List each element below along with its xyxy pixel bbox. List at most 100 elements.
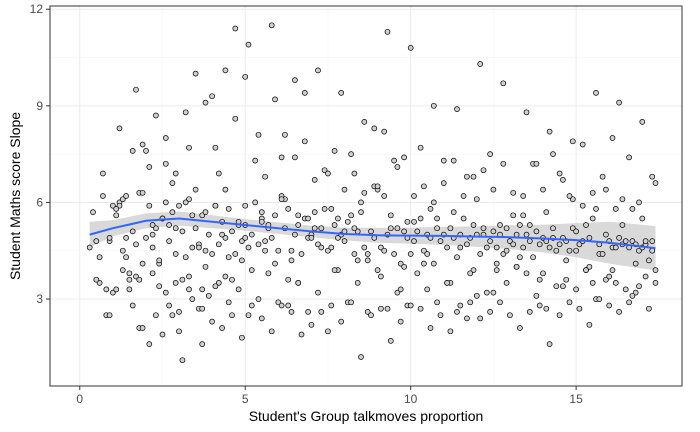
data-point	[209, 93, 215, 100]
data-point	[199, 341, 206, 347]
data-point	[533, 160, 540, 167]
data-point	[106, 312, 113, 319]
data-point	[510, 189, 517, 196]
data-point	[599, 173, 606, 180]
grid	[50, 6, 682, 386]
data-point	[146, 341, 153, 347]
data-point	[113, 286, 120, 293]
data-point	[129, 302, 136, 309]
data-point	[248, 267, 255, 273]
data-point	[272, 212, 278, 219]
data-point	[626, 299, 632, 306]
data-point	[530, 254, 536, 261]
data-point	[576, 305, 583, 312]
data-point	[619, 222, 626, 228]
data-point	[116, 125, 123, 132]
data-point	[119, 247, 126, 254]
data-point	[523, 270, 530, 277]
data-point	[364, 257, 371, 264]
data-point	[513, 231, 520, 238]
data-point	[325, 170, 331, 177]
data-point	[546, 244, 553, 251]
data-point	[434, 215, 440, 222]
data-point	[328, 244, 335, 251]
data-point	[414, 270, 421, 277]
data-point	[457, 244, 464, 251]
data-point	[460, 193, 467, 199]
data-point	[169, 180, 176, 186]
data-point	[301, 90, 308, 96]
data-point	[497, 299, 503, 306]
data-point	[407, 302, 414, 309]
data-point	[556, 312, 563, 319]
data-point	[381, 247, 388, 254]
y-tick-label: 12	[30, 2, 44, 16]
data-point	[258, 209, 265, 215]
data-point	[583, 267, 589, 273]
data-point	[106, 235, 113, 241]
data-point	[434, 299, 440, 306]
data-point	[440, 157, 447, 164]
data-point	[305, 215, 311, 222]
data-point	[272, 96, 278, 103]
data-point	[292, 231, 298, 238]
data-point	[328, 302, 335, 309]
data-point	[239, 257, 245, 264]
data-point	[139, 325, 146, 331]
data-point	[176, 202, 182, 209]
data-point	[646, 257, 652, 264]
data-point	[172, 251, 179, 257]
data-point	[129, 148, 136, 154]
data-point	[490, 289, 497, 296]
data-point	[500, 80, 507, 87]
data-point	[616, 309, 622, 315]
data-point	[477, 61, 484, 67]
smooth-line-layer	[89, 217, 656, 250]
data-point	[579, 202, 586, 209]
data-point	[566, 299, 573, 306]
data-point	[179, 357, 186, 364]
x-tick-label: 5	[242, 392, 249, 406]
data-point	[639, 215, 646, 222]
data-point	[315, 289, 321, 296]
data-point	[487, 309, 493, 315]
data-point	[536, 302, 543, 309]
data-point	[487, 238, 493, 244]
data-point	[225, 299, 232, 306]
data-point	[143, 148, 149, 154]
data-point	[308, 321, 315, 328]
data-point	[421, 260, 427, 267]
data-point	[407, 45, 414, 51]
data-point	[169, 312, 176, 319]
data-point	[447, 328, 454, 335]
data-point	[229, 228, 235, 235]
data-point	[235, 286, 242, 293]
data-point	[440, 180, 447, 186]
data-point	[172, 170, 179, 177]
x-tick-label: 0	[76, 392, 83, 406]
data-point	[189, 212, 196, 219]
data-point	[222, 273, 229, 280]
data-point	[162, 135, 169, 141]
data-point	[265, 270, 272, 277]
data-point	[556, 170, 563, 177]
data-point	[593, 206, 599, 212]
data-point	[612, 244, 619, 251]
data-point	[268, 328, 275, 335]
data-point	[414, 228, 421, 235]
data-point	[166, 238, 172, 244]
data-point	[378, 305, 384, 312]
data-point	[262, 238, 268, 244]
data-point	[311, 209, 318, 215]
data-point	[586, 321, 593, 328]
data-point	[394, 164, 401, 170]
data-point	[589, 189, 596, 196]
data-point	[139, 189, 146, 196]
data-point	[295, 280, 302, 286]
data-point	[470, 173, 477, 180]
data-point	[553, 283, 560, 290]
data-point	[430, 199, 437, 206]
data-point	[636, 199, 642, 206]
data-point	[136, 276, 143, 283]
